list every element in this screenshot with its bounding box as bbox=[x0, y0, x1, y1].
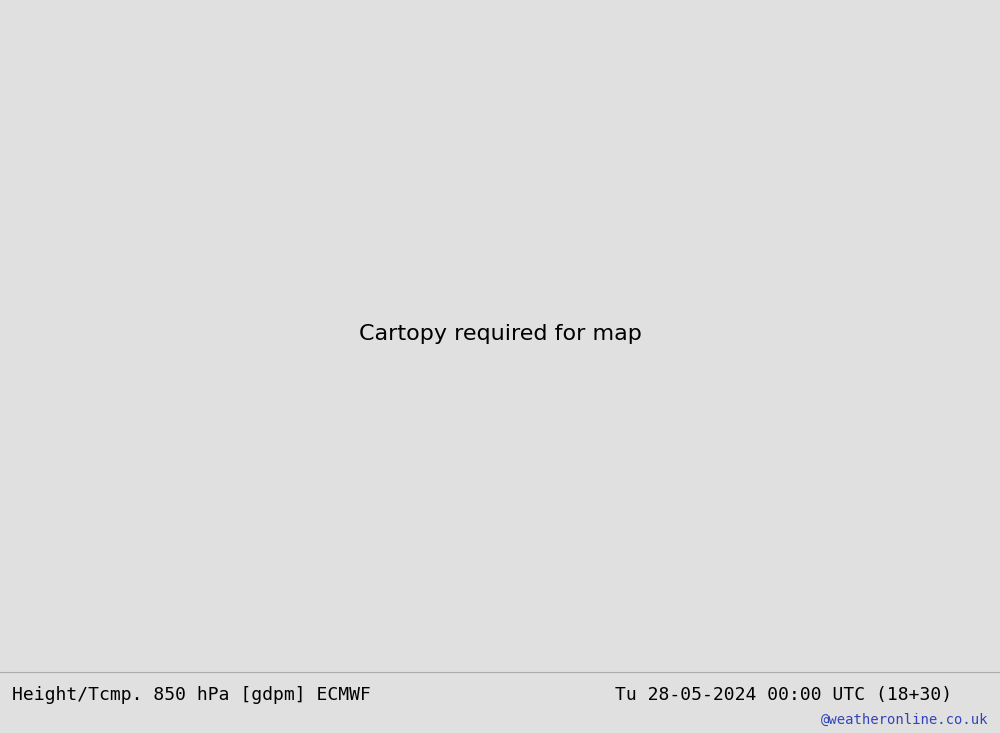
Text: Height/Tcmp. 850 hPa [gdpm] ECMWF: Height/Tcmp. 850 hPa [gdpm] ECMWF bbox=[12, 686, 371, 704]
Text: Cartopy required for map: Cartopy required for map bbox=[359, 323, 641, 344]
Text: @weatheronline.co.uk: @weatheronline.co.uk bbox=[820, 712, 988, 726]
Text: Tu 28-05-2024 00:00 UTC (18+30): Tu 28-05-2024 00:00 UTC (18+30) bbox=[615, 686, 952, 704]
